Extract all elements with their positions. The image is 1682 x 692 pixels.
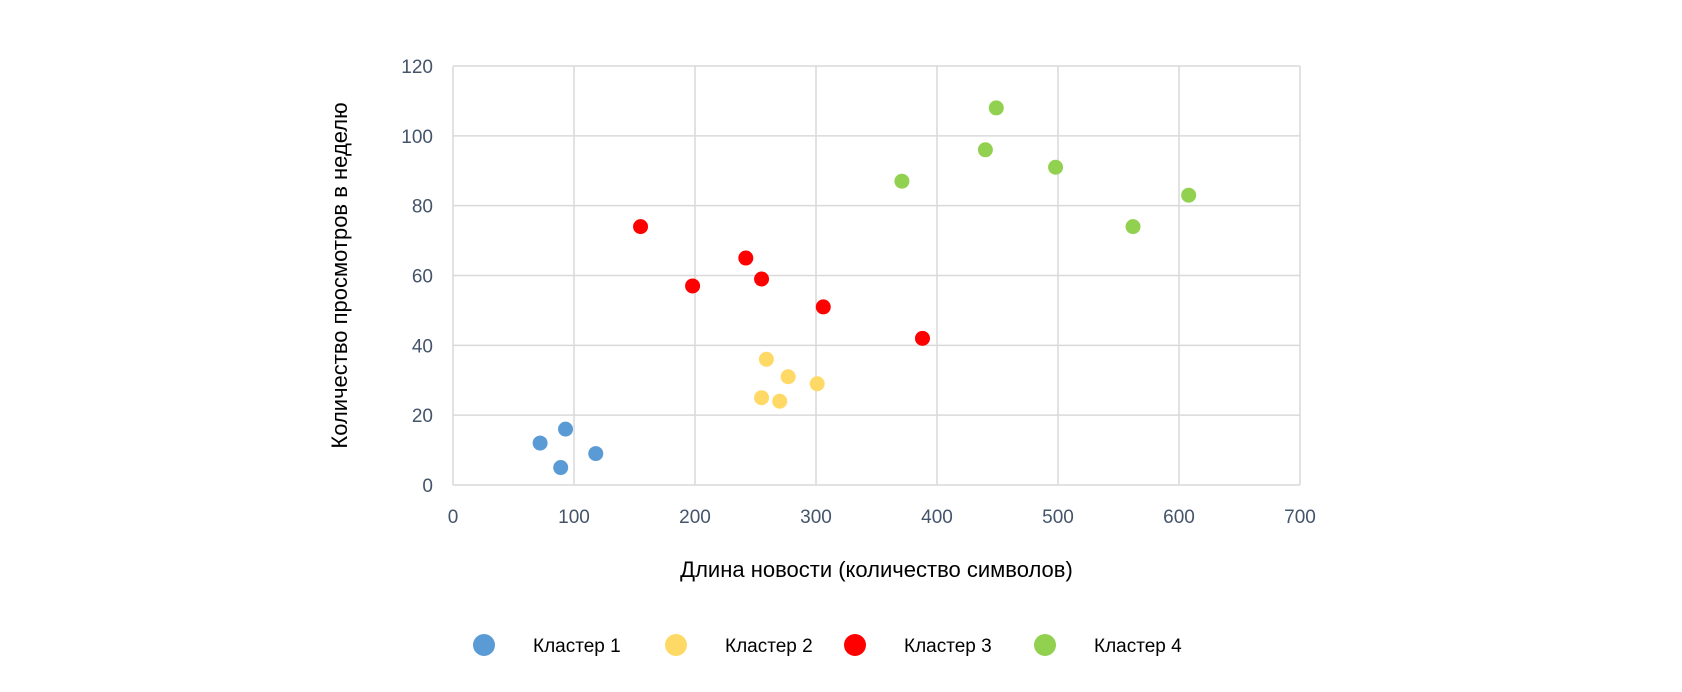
data-point-cluster-2 [754,390,770,406]
legend-marker [665,634,687,656]
tick-labels: 0 100 200 300 400 500 600 700 0 20 40 60 80 100 120 [401,57,1316,528]
y-tick-label: 40 [412,336,433,357]
y-tick-label: 0 [422,476,433,497]
data-point-cluster-1 [553,460,569,476]
data-point-cluster-2 [772,393,788,409]
data-point-cluster-4 [988,100,1004,116]
data-point-cluster-2 [758,351,774,367]
x-tick-label: 500 [1042,507,1074,528]
y-tick-label: 60 [412,267,433,288]
data-point-cluster-4 [977,142,993,158]
legend-item-cluster-1: Кластер 1 [473,634,621,657]
x-tick-label: 300 [800,507,832,528]
data-point-cluster-4 [1125,219,1141,235]
legend: Кластер 1 Кластер 2 Кластер 3 Кластер 4 [473,634,1182,657]
data-points [532,100,1197,476]
y-tick-label: 80 [412,197,433,218]
legend-item-cluster-4: Кластер 4 [1034,634,1182,657]
data-point-cluster-4 [1181,187,1197,203]
y-tick-label: 100 [401,127,433,148]
data-point-cluster-4 [1048,159,1064,175]
x-tick-label: 400 [921,507,953,528]
axis-titles: Длина новости (количество символов) Коли… [327,102,1073,582]
data-point-cluster-4 [894,173,910,189]
legend-label: Кластер 3 [904,636,992,657]
legend-label: Кластер 4 [1094,636,1182,657]
data-point-cluster-2 [809,376,825,392]
legend-marker [1034,634,1056,656]
x-tick-label: 200 [679,507,711,528]
y-tick-label: 120 [401,57,433,78]
x-tick-label: 0 [448,507,459,528]
grid-lines [452,65,1301,486]
x-tick-label: 100 [558,507,590,528]
x-axis-title: Длина новости (количество символов) [680,557,1073,582]
data-point-cluster-1 [588,446,604,462]
x-tick-label: 600 [1163,507,1195,528]
data-point-cluster-1 [558,421,574,437]
legend-item-cluster-3: Кластер 3 [844,634,992,657]
data-point-cluster-3 [738,250,754,266]
data-point-cluster-3 [815,299,831,315]
data-point-cluster-3 [754,271,770,287]
data-point-cluster-2 [780,369,796,385]
data-point-cluster-3 [633,219,649,235]
x-tick-label: 700 [1284,507,1316,528]
data-point-cluster-1 [532,435,548,451]
legend-item-cluster-2: Кластер 2 [665,634,813,657]
data-point-cluster-3 [914,330,930,346]
legend-label: Кластер 2 [725,636,813,657]
y-axis-title: Количество просмотров в неделю [327,102,352,448]
legend-marker [844,634,866,656]
data-point-cluster-3 [685,278,701,294]
legend-label: Кластер 1 [533,636,621,657]
legend-marker [473,634,495,656]
y-tick-label: 20 [412,406,433,427]
